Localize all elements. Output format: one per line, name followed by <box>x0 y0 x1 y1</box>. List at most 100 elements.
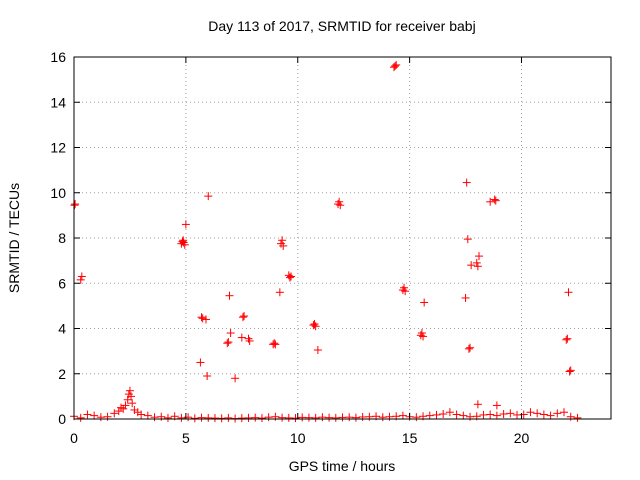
data-point <box>197 313 206 322</box>
data-point <box>291 414 300 423</box>
data-point <box>539 410 548 419</box>
data-point <box>491 196 500 205</box>
data-point <box>351 413 360 422</box>
data-point <box>181 220 190 229</box>
x-tick-label: 15 <box>402 430 418 446</box>
data-point <box>378 413 387 422</box>
data-point <box>412 413 421 422</box>
data-point <box>125 386 134 395</box>
data-point <box>178 237 187 246</box>
data-point <box>203 372 212 381</box>
data-point <box>238 313 247 322</box>
data-point <box>309 321 318 330</box>
data-point <box>401 287 410 296</box>
data-point <box>279 241 288 250</box>
data-point <box>338 413 347 422</box>
data-point <box>76 275 85 284</box>
data-point <box>425 411 434 420</box>
data-point <box>466 343 475 352</box>
data-point <box>110 409 119 418</box>
data-point <box>237 333 246 342</box>
data-point <box>546 411 555 420</box>
data-point <box>116 403 125 412</box>
data-point <box>278 236 287 245</box>
data-point <box>298 413 307 422</box>
data-point <box>479 410 488 419</box>
data-point <box>452 410 461 419</box>
data-point <box>150 413 159 422</box>
data-point <box>562 335 571 344</box>
data-point <box>417 329 426 338</box>
data-point <box>391 62 400 71</box>
y-tick-label: 10 <box>50 185 66 201</box>
data-point <box>473 400 482 409</box>
data-point <box>400 283 409 292</box>
data-point <box>533 409 542 418</box>
data-point <box>331 413 340 422</box>
y-tick-label: 0 <box>58 411 66 427</box>
data-point <box>499 410 508 419</box>
data-point <box>177 239 186 248</box>
data-point <box>313 345 322 354</box>
data-point <box>506 409 515 418</box>
data-point <box>318 413 327 422</box>
data-point <box>490 195 499 204</box>
data-point <box>157 412 166 421</box>
data-point <box>304 413 313 422</box>
data-point <box>389 63 398 72</box>
y-tick-label: 16 <box>50 49 66 65</box>
data-point <box>563 334 572 343</box>
data-point <box>278 413 287 422</box>
y-tick-label: 8 <box>58 230 66 246</box>
data-point <box>310 319 319 328</box>
data-point <box>392 60 401 69</box>
data-point <box>358 412 367 421</box>
data-point <box>285 273 294 282</box>
data-point <box>419 332 428 341</box>
grid <box>74 57 611 419</box>
data-point <box>180 240 189 249</box>
data-point <box>270 339 279 348</box>
data-point <box>245 336 254 345</box>
data-point <box>474 252 483 261</box>
y-tick-label: 2 <box>58 366 66 382</box>
data-point <box>83 410 92 419</box>
data-points <box>70 60 582 423</box>
data-point <box>565 367 574 376</box>
data-point <box>486 197 495 206</box>
x-tick-label: 20 <box>514 430 530 446</box>
data-point <box>560 408 569 417</box>
data-point <box>226 329 235 338</box>
data-point <box>445 408 454 417</box>
data-point <box>237 414 246 423</box>
data-point <box>284 413 293 422</box>
data-point <box>467 261 476 270</box>
data-point <box>566 366 575 375</box>
data-point <box>276 239 285 248</box>
y-tick-label: 14 <box>50 94 66 110</box>
data-point <box>566 412 575 421</box>
x-tick-label: 0 <box>70 430 78 446</box>
data-point <box>335 197 344 206</box>
data-point <box>163 413 172 422</box>
data-point <box>124 390 133 399</box>
data-point <box>204 192 213 201</box>
data-point <box>225 291 234 300</box>
data-point <box>461 293 470 302</box>
data-point <box>177 413 186 422</box>
data-point <box>224 338 233 347</box>
data-point <box>287 272 296 281</box>
y-axis-label: SRMTID / TECUs <box>6 183 22 293</box>
data-point <box>121 401 130 410</box>
data-point <box>284 271 293 280</box>
data-point <box>271 412 280 421</box>
data-point <box>420 298 429 307</box>
data-point <box>96 413 105 422</box>
data-point <box>251 413 260 422</box>
data-point <box>553 409 562 418</box>
data-point <box>217 414 226 423</box>
data-point <box>564 288 573 297</box>
data-point <box>345 413 354 422</box>
data-point <box>416 331 425 340</box>
